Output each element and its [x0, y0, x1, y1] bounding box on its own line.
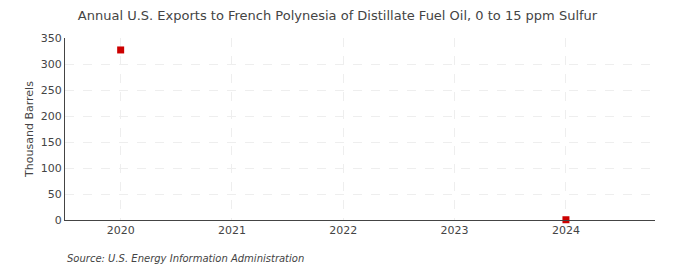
svg-text:0: 0 — [55, 214, 62, 227]
svg-text:100: 100 — [41, 162, 62, 175]
svg-text:250: 250 — [41, 84, 62, 97]
svg-text:150: 150 — [41, 136, 62, 149]
svg-text:50: 50 — [48, 188, 62, 201]
svg-text:Source: U.S. Energy Informatio: Source: U.S. Energy Information Administ… — [67, 253, 304, 264]
svg-text:2023: 2023 — [441, 224, 469, 237]
svg-text:Thousand Barrels: Thousand Barrels — [23, 81, 36, 178]
svg-text:2020: 2020 — [107, 224, 135, 237]
svg-text:200: 200 — [41, 110, 62, 123]
svg-text:2022: 2022 — [329, 224, 357, 237]
svg-text:350: 350 — [41, 32, 62, 45]
svg-text:Annual U.S. Exports to French: Annual U.S. Exports to French Polynesia … — [78, 8, 598, 23]
svg-text:2021: 2021 — [218, 224, 246, 237]
svg-text:300: 300 — [41, 58, 62, 71]
svg-text:2024: 2024 — [552, 224, 580, 237]
